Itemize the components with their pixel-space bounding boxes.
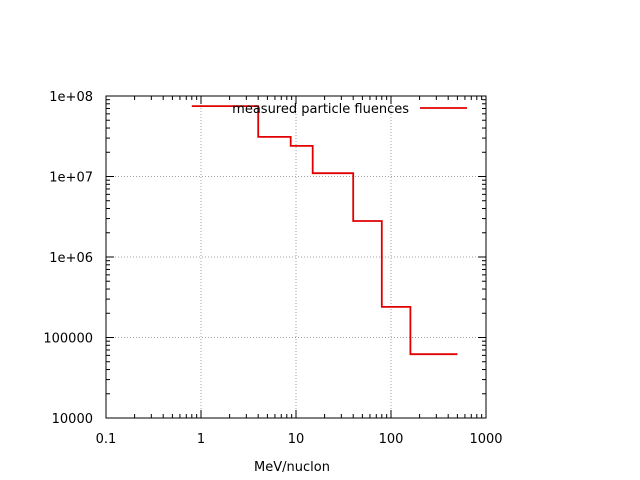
legend-label: measured particle fluences: [232, 102, 409, 117]
x-tick-label: 0.1: [96, 432, 117, 447]
x-tick-label: 100: [379, 432, 404, 447]
grid: [106, 96, 486, 418]
series: [191, 105, 458, 356]
legend: measured particle fluences: [232, 102, 467, 117]
x-tick-label: 10: [288, 432, 305, 447]
series-line: [191, 105, 458, 356]
y-tick-label: 1e+07: [49, 171, 93, 186]
y-tick-label: 1e+06: [49, 251, 93, 266]
plot-frame: [105, 95, 487, 419]
y-tick-label: 1e+08: [49, 90, 93, 105]
x-axis-title: MeV/nuclon: [254, 460, 330, 475]
y-tick-label: 100000: [43, 332, 93, 347]
y-tick-label: 10000: [52, 412, 93, 427]
tick-labels: 0.1 1 10 100 1000 10000 100000 1e+06 1e+07 1e+08: [43, 90, 502, 447]
x-tick-label: 1: [197, 432, 205, 447]
x-tick-label: 1000: [469, 432, 502, 447]
